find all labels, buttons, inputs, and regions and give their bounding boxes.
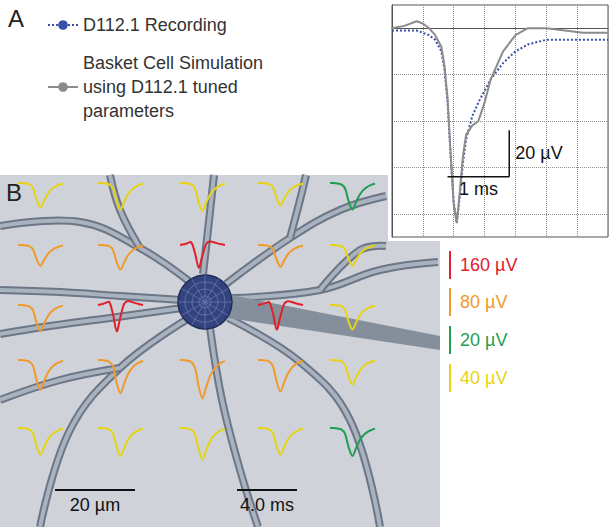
svg-text:B: B [6,179,22,206]
svg-text:A: A [8,5,24,32]
svg-text:20 µV: 20 µV [460,330,507,350]
svg-text:4.0 ms: 4.0 ms [240,495,294,515]
svg-text:parameters: parameters [83,101,174,121]
svg-text:D112.1 Recording: D112.1 Recording [83,15,227,35]
svg-text:80 µV: 80 µV [460,292,507,312]
svg-text:20 µm: 20 µm [70,495,120,515]
svg-text:1 ms: 1 ms [459,179,498,199]
svg-text:160 µV: 160 µV [460,255,517,275]
svg-text:20 µV: 20 µV [515,143,562,163]
svg-text:Basket Cell Simulation: Basket Cell Simulation [83,53,263,73]
svg-text:using D112.1 tuned: using D112.1 tuned [83,77,238,97]
svg-text:40 µV: 40 µV [460,368,507,388]
